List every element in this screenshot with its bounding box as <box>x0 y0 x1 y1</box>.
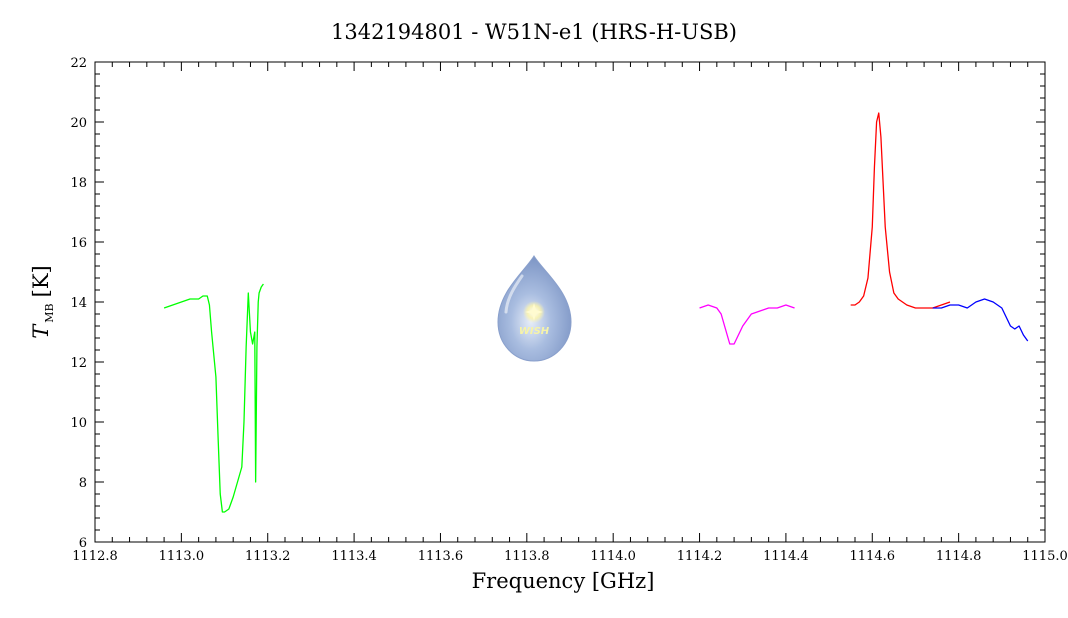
x-tick-label: 1113.4 <box>331 549 377 564</box>
y-tick-label: 22 <box>70 56 87 71</box>
y-axis-unit: [K] <box>29 265 53 297</box>
tick-layer <box>94 61 1046 543</box>
y-tick-label: 14 <box>70 296 87 311</box>
y-tick-label: 20 <box>70 116 87 131</box>
logo-text: WISH <box>519 326 550 337</box>
x-tick-label: 1112.8 <box>72 549 118 564</box>
series-line-1 <box>163 283 264 513</box>
wish-logo: WISH <box>497 255 572 362</box>
y-tick-label: 16 <box>70 236 87 251</box>
x-tick-label: 1114.4 <box>763 549 809 564</box>
x-tick-label: 1113.0 <box>159 549 205 564</box>
y-axis-symbol: T <box>29 323 53 339</box>
star-icon <box>525 303 543 321</box>
x-tick-label: 1113.2 <box>245 549 291 564</box>
series-line-2 <box>699 304 795 345</box>
x-tick-label: 1115.0 <box>1022 549 1068 564</box>
x-tick-label: 1113.8 <box>504 549 550 564</box>
chart-title: 1342194801 - W51N-e1 (HRS-H-USB) <box>331 20 737 44</box>
x-tick-label: 1114.0 <box>590 549 636 564</box>
x-tick-label: 1114.8 <box>936 549 982 564</box>
y-tick-label: 10 <box>70 416 87 431</box>
y-tick-label: 8 <box>79 476 87 491</box>
y-tick-label: 6 <box>79 536 87 551</box>
y-tick-label: 18 <box>70 176 87 191</box>
x-axis-title: Frequency [GHz] <box>472 569 655 593</box>
series-line-4 <box>932 298 1029 342</box>
series-layer <box>163 112 1029 513</box>
label-layer: 1112.8 1113.0 1113.2 1113.4 1113.6 1113.8 1114… <box>70 56 1067 564</box>
y-tick-label: 12 <box>70 356 87 371</box>
series-line-3 <box>850 112 951 309</box>
x-tick-label: 1114.2 <box>677 549 723 564</box>
y-axis-title: TMB [K] <box>29 265 56 338</box>
x-tick-label: 1113.6 <box>418 549 464 564</box>
y-axis-subscript: MB <box>43 303 56 322</box>
x-tick-label: 1114.6 <box>850 549 896 564</box>
